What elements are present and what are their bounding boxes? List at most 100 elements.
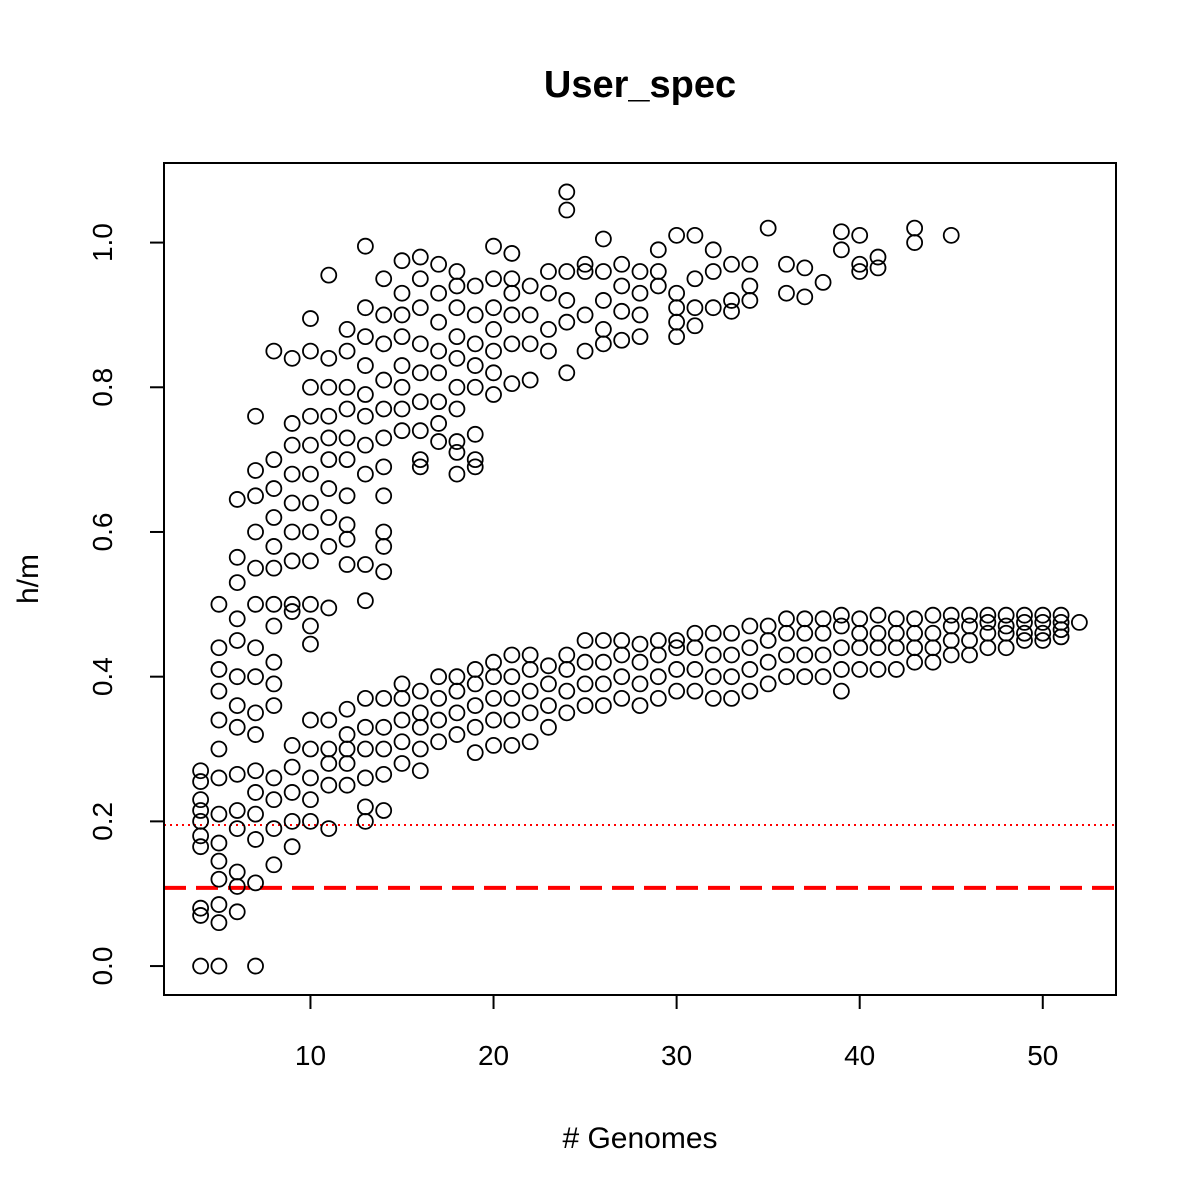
- data-point: [192, 762, 210, 780]
- data-point: [356, 386, 374, 403]
- data-point: [430, 393, 448, 411]
- data-point: [247, 831, 264, 848]
- x-tick-label: 10: [295, 1040, 326, 1071]
- data-point: [924, 606, 942, 624]
- data-point: [356, 436, 374, 454]
- data-point: [594, 697, 612, 715]
- data-point: [247, 523, 264, 541]
- data-point: [375, 458, 393, 476]
- data-point: [503, 375, 521, 393]
- data-point: [668, 313, 686, 331]
- data-point: [649, 689, 667, 707]
- data-point: [228, 802, 246, 819]
- data-point: [338, 342, 356, 360]
- data-point: [375, 487, 393, 505]
- data-point: [411, 704, 429, 722]
- data-point: [375, 802, 393, 819]
- y-tick-label: 0.4: [87, 657, 118, 696]
- data-point: [448, 433, 466, 450]
- data-point: [979, 606, 997, 624]
- data-point: [576, 255, 594, 273]
- data-point: [411, 364, 429, 382]
- data-point: [228, 697, 246, 715]
- data-point: [942, 646, 960, 664]
- data-point: [723, 302, 740, 320]
- data-point: [302, 812, 319, 830]
- data-point: [704, 263, 722, 280]
- data-point: [832, 241, 850, 259]
- data-point: [576, 697, 594, 715]
- data-point: [814, 646, 832, 664]
- data-point: [796, 610, 814, 628]
- data-point: [448, 328, 466, 346]
- data-point: [210, 805, 228, 823]
- data-point: [759, 675, 777, 693]
- data-point: [613, 331, 631, 349]
- data-point: [521, 277, 539, 295]
- data-point: [247, 874, 264, 892]
- data-point: [759, 617, 777, 635]
- data-point: [668, 284, 686, 302]
- data-point: [540, 320, 557, 338]
- data-point: [558, 364, 576, 382]
- data-point: [869, 624, 887, 642]
- data-point: [723, 255, 740, 273]
- data-point: [942, 617, 960, 635]
- data-point: [485, 342, 502, 360]
- data-point: [741, 617, 759, 635]
- data-point: [430, 284, 448, 302]
- data-point: [649, 632, 667, 649]
- data-point: [485, 386, 502, 403]
- data-point: [393, 252, 411, 270]
- data-point: [302, 465, 319, 483]
- data-point: [375, 400, 393, 418]
- data-point: [485, 668, 502, 686]
- data-point: [796, 646, 814, 664]
- data-point: [723, 646, 740, 664]
- data-point: [393, 378, 411, 396]
- data-point: [503, 284, 521, 302]
- data-point: [686, 661, 704, 678]
- data-point: [338, 556, 356, 573]
- data-point: [356, 357, 374, 374]
- data-point: [796, 668, 814, 686]
- data-point: [356, 718, 374, 736]
- data-point: [448, 704, 466, 722]
- data-point: [430, 668, 448, 686]
- data-point: [503, 668, 521, 686]
- data-point: [338, 740, 356, 758]
- data-point: [228, 668, 246, 686]
- data-point: [356, 592, 374, 610]
- data-point: [887, 661, 905, 678]
- data-point: [668, 661, 686, 678]
- data-point: [228, 548, 246, 566]
- data-point: [558, 682, 576, 700]
- data-point: [466, 378, 484, 396]
- data-point: [356, 740, 374, 758]
- data-point: [210, 661, 228, 678]
- data-point: [247, 668, 264, 686]
- data-point: [320, 266, 338, 284]
- data-point: [210, 957, 228, 975]
- data-point: [613, 689, 631, 707]
- data-point: [320, 451, 338, 469]
- data-point: [356, 812, 374, 830]
- y-tick-label: 1.0: [87, 223, 118, 262]
- data-point: [411, 299, 429, 317]
- reference-lines: [164, 823, 1116, 890]
- data-point: [576, 263, 594, 280]
- data-point: [832, 682, 850, 700]
- data-point: [320, 711, 338, 729]
- data-point: [668, 299, 686, 317]
- data-point: [228, 820, 246, 837]
- data-point: [540, 697, 557, 715]
- data-point: [594, 653, 612, 671]
- data-point: [485, 320, 502, 338]
- data-point: [265, 595, 283, 613]
- data-point: [247, 704, 264, 722]
- data-point: [594, 292, 612, 309]
- data-point: [924, 624, 942, 642]
- data-point: [283, 465, 301, 483]
- data-point: [906, 610, 924, 628]
- data-point: [594, 263, 612, 280]
